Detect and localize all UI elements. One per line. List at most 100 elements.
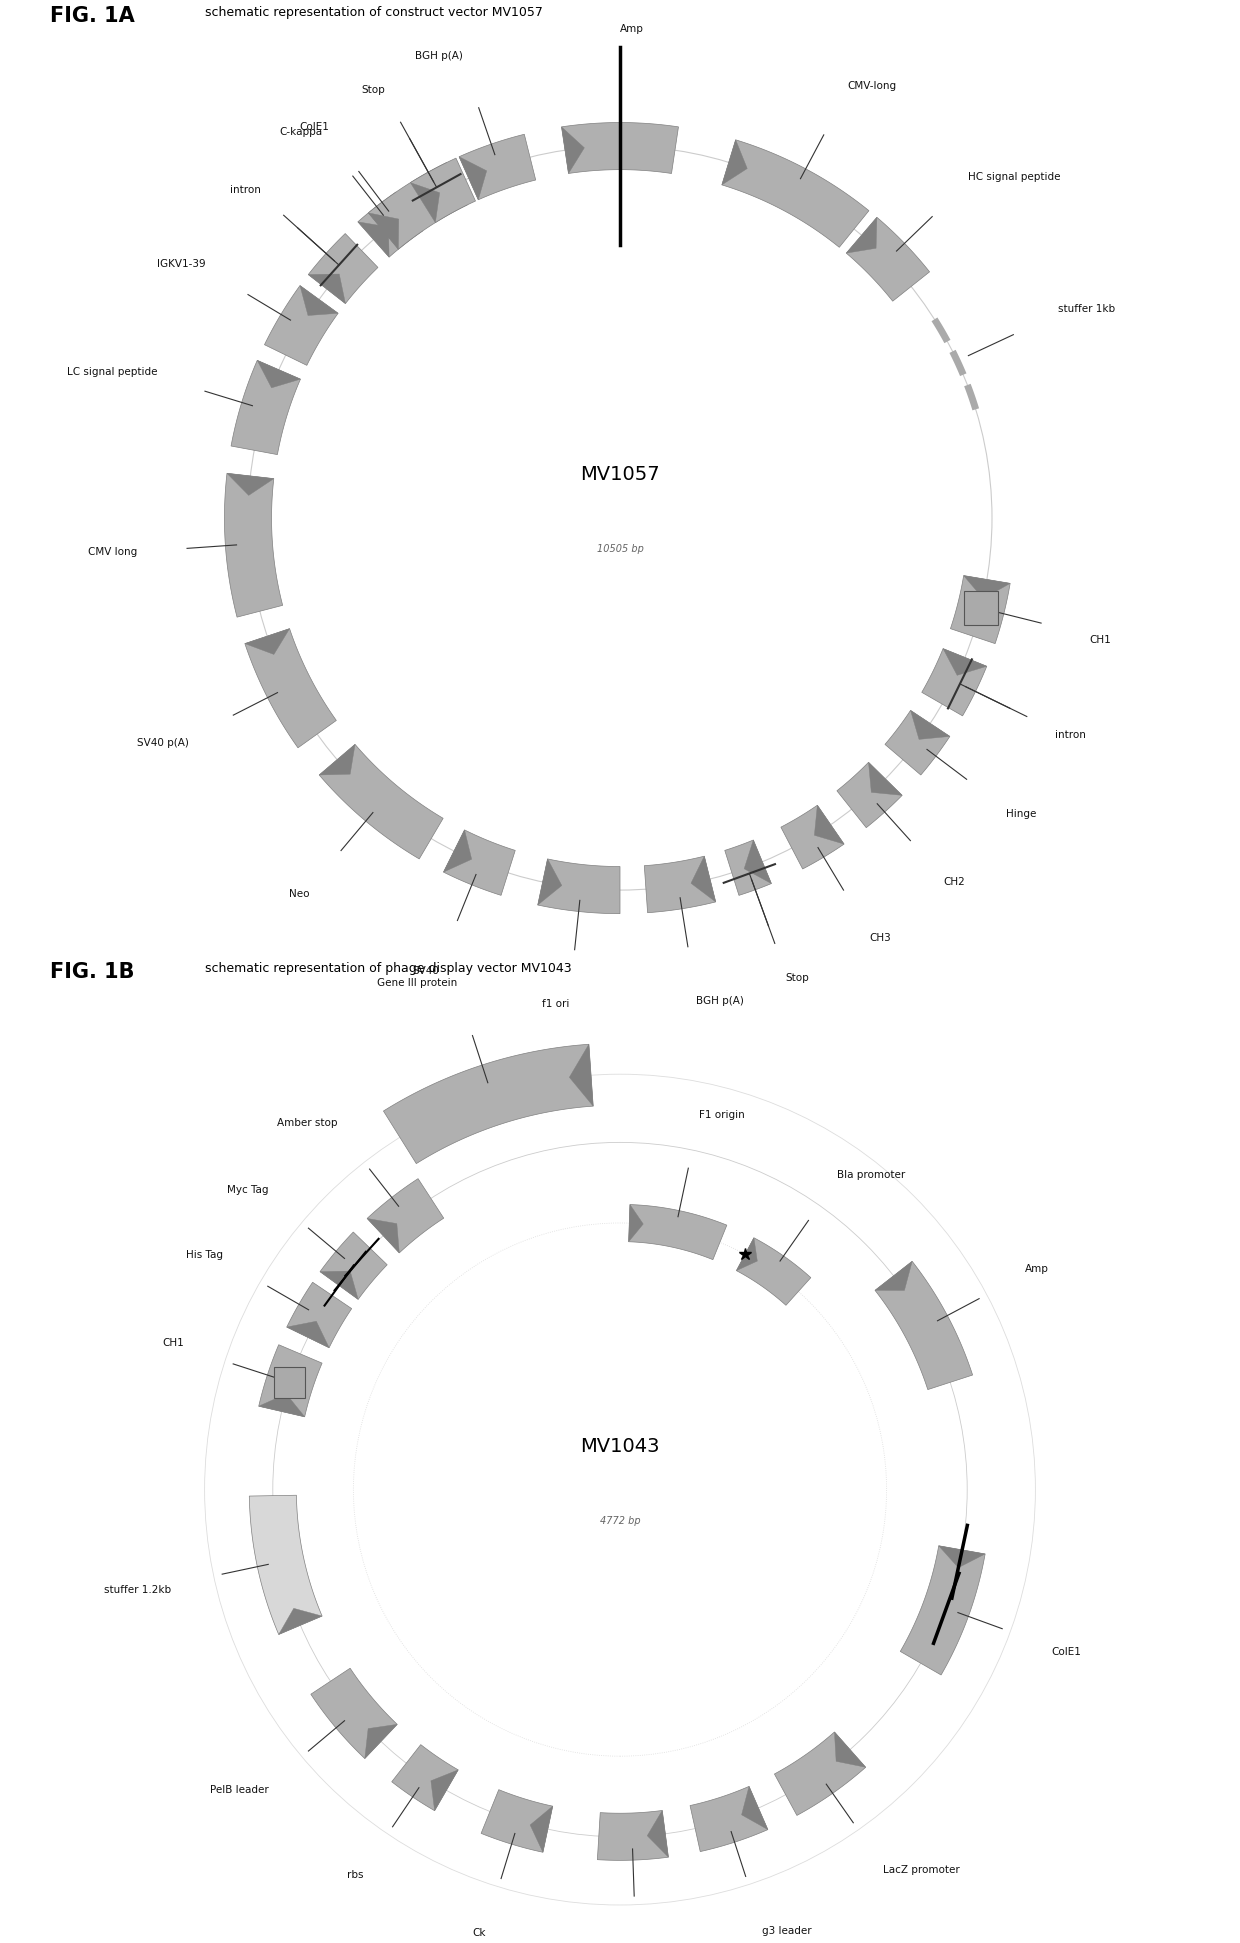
Polygon shape [264,286,339,365]
Text: stuffer 1.2kb: stuffer 1.2kb [104,1585,171,1595]
Polygon shape [231,359,300,455]
Polygon shape [444,830,516,896]
Polygon shape [227,474,274,495]
Polygon shape [286,1282,352,1348]
Polygon shape [309,274,346,303]
Bar [274,1366,305,1397]
Text: CH1: CH1 [162,1339,184,1348]
Text: MV1043: MV1043 [580,1436,660,1455]
Polygon shape [724,839,771,896]
Polygon shape [629,1205,644,1242]
Text: ColE1: ColE1 [1052,1646,1081,1657]
Text: Neo: Neo [289,888,309,898]
Polygon shape [320,1232,387,1300]
Polygon shape [319,744,355,775]
Text: F1 origin: F1 origin [698,1109,744,1119]
Polygon shape [459,157,486,200]
Polygon shape [300,286,339,315]
Text: Myc Tag: Myc Tag [227,1185,269,1195]
Polygon shape [691,857,715,902]
Text: Hinge: Hinge [1006,808,1037,820]
Polygon shape [910,711,950,740]
Polygon shape [868,762,903,795]
Polygon shape [950,575,1011,643]
Polygon shape [481,1790,553,1852]
Text: Amp: Amp [620,25,644,35]
Polygon shape [410,163,467,223]
Text: HC signal peptide: HC signal peptide [968,173,1060,183]
Text: schematic representation of phage display vector MV1043: schematic representation of phage displa… [205,962,572,975]
Polygon shape [846,218,930,301]
Polygon shape [531,1807,553,1852]
Polygon shape [775,1731,866,1815]
Polygon shape [538,859,620,913]
Polygon shape [963,575,1011,598]
Text: CH3: CH3 [869,933,890,942]
Polygon shape [742,1786,768,1830]
Polygon shape [737,1238,758,1271]
Polygon shape [244,630,336,748]
Polygon shape [368,214,399,249]
Polygon shape [598,1811,668,1859]
Text: ColE1: ColE1 [299,122,329,132]
Polygon shape [562,122,678,173]
Polygon shape [311,1669,397,1758]
Text: rbs: rbs [347,1869,363,1881]
Text: His Tag: His Tag [186,1249,223,1261]
Text: SV40: SV40 [412,966,439,977]
Text: g3 leader: g3 leader [761,1926,811,1935]
Text: Stop: Stop [785,973,810,983]
Text: LacZ promoter: LacZ promoter [883,1865,960,1875]
Polygon shape [444,830,471,872]
Text: CH2: CH2 [944,878,966,888]
Text: IGKV1-39: IGKV1-39 [156,258,206,268]
Polygon shape [367,1179,444,1253]
Text: Bla promoter: Bla promoter [837,1170,905,1179]
Text: FIG. 1A: FIG. 1A [50,6,134,25]
Text: BGH p(A): BGH p(A) [414,51,463,60]
Polygon shape [885,711,950,775]
Polygon shape [459,134,536,200]
Text: Amber stop: Amber stop [277,1117,337,1129]
Text: C-kappa: C-kappa [279,126,322,138]
Polygon shape [367,1218,399,1253]
Polygon shape [358,222,389,256]
Polygon shape [815,804,844,843]
Polygon shape [365,1723,397,1758]
Text: CMV-long: CMV-long [847,82,897,91]
Polygon shape [722,140,748,185]
Polygon shape [744,839,771,884]
Polygon shape [645,857,715,913]
Text: Ck: Ck [472,1927,486,1939]
Polygon shape [875,1261,972,1389]
Text: Gene III protein: Gene III protein [377,979,458,989]
Polygon shape [320,1271,358,1300]
Polygon shape [244,630,290,655]
Polygon shape [647,1811,668,1858]
Polygon shape [410,183,440,223]
Polygon shape [835,1731,866,1768]
Polygon shape [781,804,844,869]
Text: schematic representation of construct vector MV1057: schematic representation of construct ve… [205,6,542,19]
Text: f1 ori: f1 ori [542,999,569,1008]
Text: Stop: Stop [362,85,386,95]
Polygon shape [257,359,300,389]
Polygon shape [279,1609,322,1634]
Polygon shape [939,1547,985,1568]
Polygon shape [689,1786,768,1852]
Polygon shape [837,762,903,828]
Polygon shape [875,1261,913,1290]
Polygon shape [722,140,869,247]
Text: BGH p(A): BGH p(A) [696,995,744,1006]
Text: MV1057: MV1057 [580,464,660,484]
Polygon shape [368,157,475,249]
Polygon shape [846,218,877,253]
Polygon shape [569,1043,593,1106]
Polygon shape [309,233,378,303]
Polygon shape [249,1496,322,1634]
Polygon shape [737,1238,811,1306]
Polygon shape [383,1043,593,1164]
Polygon shape [900,1547,985,1675]
Polygon shape [392,1745,459,1811]
Text: LC signal peptide: LC signal peptide [67,367,157,377]
